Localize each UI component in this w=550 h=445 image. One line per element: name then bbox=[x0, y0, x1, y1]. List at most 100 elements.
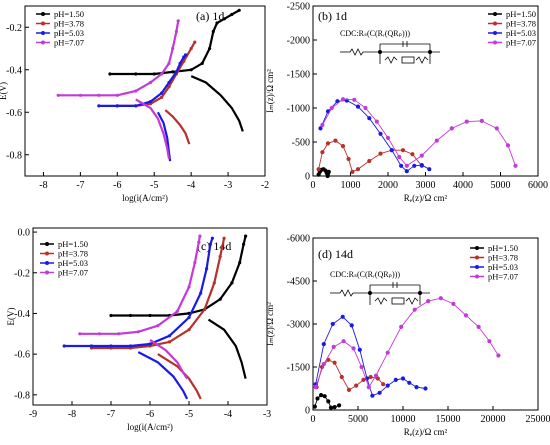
data-point bbox=[97, 104, 101, 108]
data-point bbox=[399, 324, 404, 329]
data-point bbox=[350, 169, 355, 174]
data-point bbox=[340, 97, 346, 102]
data-point bbox=[187, 285, 191, 289]
data-point bbox=[385, 350, 390, 355]
legend-marker bbox=[475, 246, 479, 250]
x-tick-label: -3 bbox=[224, 180, 232, 191]
y-tick-label: 0 bbox=[305, 406, 310, 417]
legend-marker bbox=[493, 31, 497, 35]
x-tick-label: -5 bbox=[150, 180, 158, 191]
series-pH-3-78 bbox=[157, 353, 202, 400]
data-point bbox=[385, 135, 391, 140]
data-point bbox=[78, 332, 82, 336]
data-point bbox=[222, 236, 226, 240]
y-axis-label: E(V) bbox=[6, 308, 16, 326]
data-point bbox=[328, 405, 334, 410]
legend-marker bbox=[41, 12, 45, 16]
data-point bbox=[333, 138, 338, 143]
data-point bbox=[318, 126, 323, 131]
x-tick-label: 20000 bbox=[481, 414, 506, 425]
series-pH-7-07 bbox=[320, 97, 518, 168]
data-point bbox=[97, 332, 101, 336]
legend-marker bbox=[41, 21, 45, 26]
data-point bbox=[152, 72, 156, 76]
y-tick-label: -1500 bbox=[287, 363, 310, 374]
data-point bbox=[128, 313, 133, 318]
data-point bbox=[174, 29, 178, 34]
x-tick-label: 6000 bbox=[528, 180, 548, 191]
legend-marker bbox=[493, 12, 497, 16]
data-point bbox=[400, 148, 406, 153]
legend-marker bbox=[475, 274, 479, 279]
plot-frame bbox=[24, 5, 266, 177]
legend-marker bbox=[493, 21, 497, 26]
data-point bbox=[222, 17, 226, 21]
series-pH-3-78 bbox=[316, 138, 424, 174]
legend-marker bbox=[45, 242, 49, 246]
data-point bbox=[419, 163, 424, 168]
y-tick-label: -0.8 bbox=[6, 150, 22, 161]
data-point bbox=[479, 118, 484, 123]
data-point bbox=[330, 321, 335, 327]
data-point bbox=[189, 68, 193, 72]
data-point bbox=[404, 163, 409, 168]
x-tick-label: 25000 bbox=[526, 414, 550, 425]
legend-label: pH=7.07 bbox=[506, 38, 536, 48]
data-point bbox=[238, 261, 242, 265]
y-tick-label: -6000 bbox=[287, 234, 310, 245]
data-point bbox=[378, 131, 383, 136]
series-pH-5-03 bbox=[313, 314, 428, 398]
legend-label: pH=7.07 bbox=[58, 268, 88, 278]
panel-d: 0 5000 10000 15000 20000 25000 0 -1500 -3000 -450… bbox=[265, 234, 550, 438]
legend-marker bbox=[41, 40, 45, 45]
data-point bbox=[148, 313, 152, 318]
data-point bbox=[389, 148, 394, 153]
data-point bbox=[313, 385, 318, 390]
panel-label: (c) 14d bbox=[197, 239, 231, 253]
circuit-label: CDC:Rₛ(C(Rᵣ(QRₚ))) bbox=[340, 29, 410, 38]
data-point bbox=[463, 313, 469, 318]
data-point bbox=[187, 328, 191, 332]
data-point bbox=[198, 234, 202, 238]
data-point bbox=[182, 55, 186, 59]
y-tick-label: -0.2 bbox=[14, 268, 30, 279]
data-point bbox=[319, 393, 324, 398]
y-axis-label: Iₘ(z)/Ω cm² bbox=[265, 69, 275, 113]
data-point bbox=[210, 236, 214, 240]
circuit-label: CDC:Rₛ(C(Rᵣ(QRₚ))) bbox=[330, 270, 400, 279]
y-tick-label: -4500 bbox=[287, 277, 310, 288]
data-point bbox=[322, 394, 327, 399]
data-point bbox=[320, 122, 325, 128]
data-point bbox=[148, 342, 152, 346]
data-point bbox=[189, 46, 193, 51]
resistor-rp bbox=[415, 56, 429, 64]
resistor-rct bbox=[374, 297, 388, 305]
series-line bbox=[91, 237, 226, 350]
data-point bbox=[381, 382, 386, 387]
data-point bbox=[412, 307, 417, 312]
data-point bbox=[312, 404, 317, 409]
data-point bbox=[115, 104, 119, 108]
data-point bbox=[449, 126, 454, 131]
data-point bbox=[218, 297, 222, 301]
cpe-element bbox=[391, 297, 405, 305]
x-tick-label: -4 bbox=[224, 409, 232, 420]
data-point bbox=[326, 399, 331, 404]
series-line bbox=[149, 338, 189, 380]
legend-label: pH=1.50 bbox=[54, 9, 84, 19]
legend-marker bbox=[45, 261, 49, 265]
data-point bbox=[404, 169, 409, 174]
series-line bbox=[98, 54, 187, 108]
data-point bbox=[496, 353, 501, 358]
data-point bbox=[494, 126, 499, 131]
legend-label: pH=3.78 bbox=[54, 19, 84, 29]
data-point bbox=[351, 346, 356, 351]
data-point bbox=[315, 396, 320, 401]
data-point bbox=[175, 309, 179, 313]
series-line bbox=[322, 98, 516, 167]
circuit-diagram bbox=[330, 282, 430, 305]
